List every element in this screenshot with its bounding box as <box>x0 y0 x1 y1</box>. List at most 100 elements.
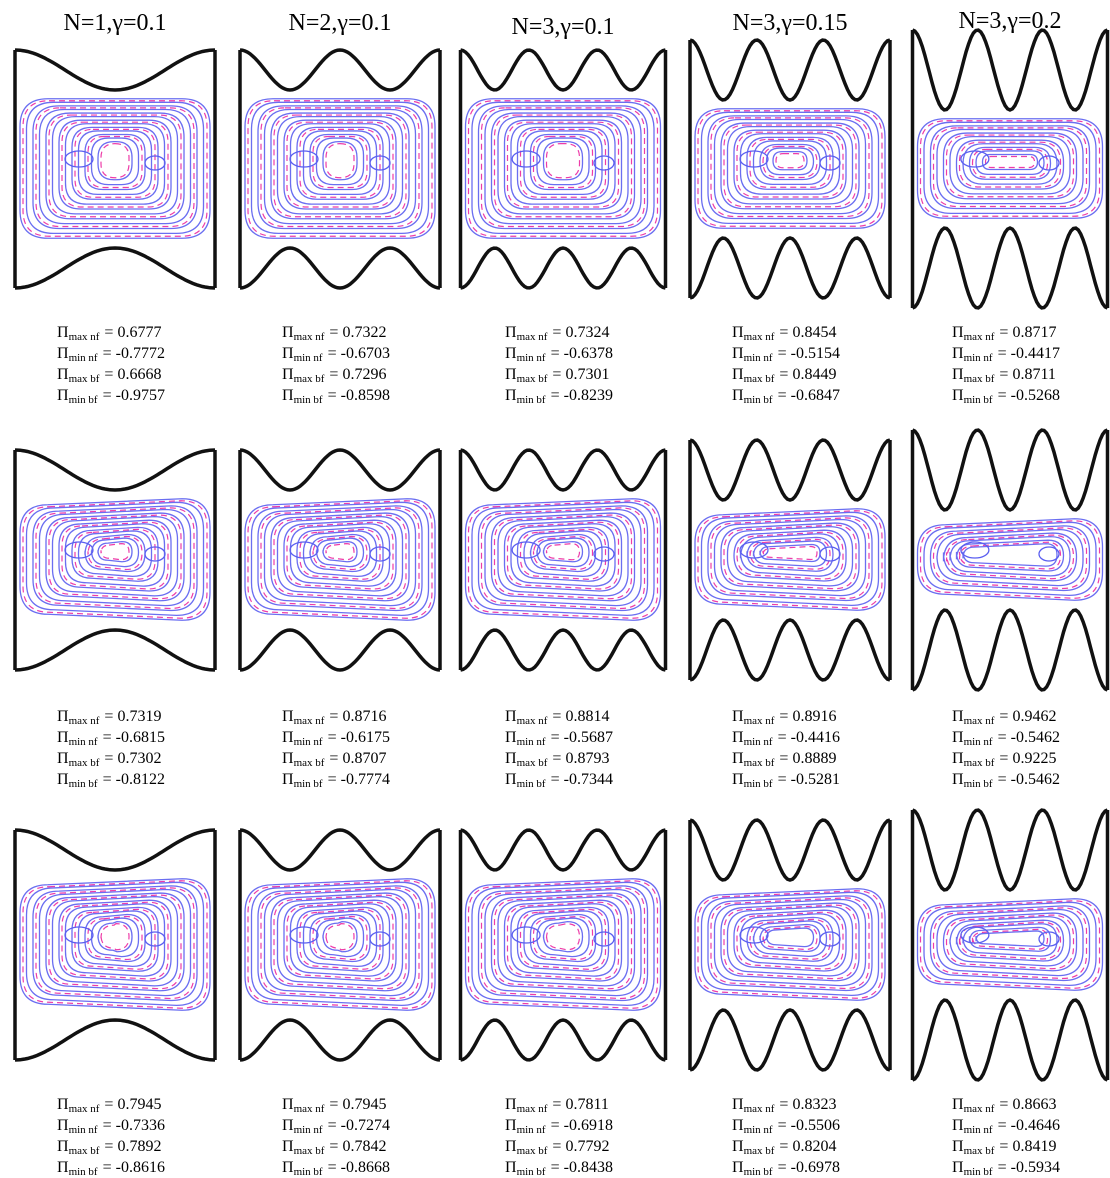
top-wall <box>461 450 666 490</box>
bottom-wall <box>690 620 890 680</box>
subscript: min bf <box>294 394 323 406</box>
cavity-panel <box>461 450 666 670</box>
symbol: Π <box>732 387 744 404</box>
stream-function-label: Πmax bf=0.7302 <box>57 750 161 769</box>
stream-function-label: Πmin bf=-0.8668 <box>282 1159 390 1178</box>
bottom-wall <box>240 248 440 288</box>
subscript: max bf <box>517 373 548 385</box>
streamline-base-fluid <box>326 924 354 950</box>
value: 0.7322 <box>342 324 386 341</box>
value: 0.9462 <box>1012 708 1056 725</box>
symbol: Π <box>282 1117 294 1134</box>
symbol: Π <box>952 750 964 767</box>
value: 0.7945 <box>117 1096 161 1113</box>
symbol: Π <box>505 366 517 383</box>
top-wall <box>461 830 666 870</box>
equals: = <box>999 324 1008 341</box>
subscript: min nf <box>964 736 993 748</box>
stream-function-label: Πmin bf=-0.5281 <box>732 771 840 790</box>
streamline <box>511 124 615 204</box>
subscript: min nf <box>294 1124 323 1136</box>
subscript: min bf <box>964 1166 993 1178</box>
vortex-core <box>512 151 540 167</box>
value: -0.4416 <box>791 729 840 746</box>
symbol: Π <box>952 1138 964 1155</box>
equals: = <box>778 1117 787 1134</box>
subscript: min nf <box>69 736 98 748</box>
value: -0.6847 <box>791 387 840 404</box>
bottom-wall <box>15 1020 215 1060</box>
symbol: Π <box>952 1096 964 1113</box>
stream-function-label: Πmax bf=0.7792 <box>505 1138 609 1157</box>
subscript: max nf <box>964 715 995 727</box>
equals: = <box>103 729 112 746</box>
streamline <box>963 544 1057 566</box>
subscript: max nf <box>517 1103 548 1115</box>
symbol: Π <box>282 750 294 767</box>
stream-function-label: Πmax nf=0.8716 <box>282 708 386 727</box>
value: 0.6777 <box>117 324 161 341</box>
stream-function-label: Πmax nf=0.7945 <box>282 1096 386 1115</box>
streamline-base-fluid <box>101 924 129 950</box>
subscript: min nf <box>517 1124 546 1136</box>
equals: = <box>104 1096 113 1113</box>
value: 0.8204 <box>792 1138 836 1155</box>
value: -0.5687 <box>564 729 613 746</box>
symbol: Π <box>282 729 294 746</box>
bottom-wall <box>240 1020 440 1060</box>
stream-function-label: Πmax nf=0.8454 <box>732 324 836 343</box>
value: 0.7842 <box>342 1138 386 1155</box>
symbol: Π <box>732 750 744 767</box>
streamline <box>537 138 589 185</box>
value: 0.9225 <box>1012 750 1056 767</box>
stream-function-label: Πmin bf=-0.8122 <box>57 771 165 790</box>
stream-function-label: Πmin nf=-0.5687 <box>505 729 613 748</box>
value: -0.5268 <box>1011 387 1060 404</box>
subscript: max bf <box>964 1145 995 1157</box>
vortex-core <box>512 927 540 943</box>
equals: = <box>103 1117 112 1134</box>
cavity-panel <box>240 450 440 670</box>
bottom-wall <box>690 1010 890 1070</box>
value: -0.7772 <box>116 345 165 362</box>
value: 0.8454 <box>792 324 836 341</box>
equals: = <box>778 345 787 362</box>
subscript: min nf <box>964 352 993 364</box>
symbol: Π <box>952 366 964 383</box>
cavity-panel <box>913 30 1108 308</box>
subscript: max bf <box>744 757 775 769</box>
stream-function-label: Πmax bf=0.6668 <box>57 366 161 385</box>
streamline <box>98 922 132 952</box>
equals: = <box>778 771 787 788</box>
stream-function-label: Πmax bf=0.8419 <box>952 1138 1056 1157</box>
subscript: max nf <box>964 1103 995 1115</box>
stream-function-label: Πmin nf=-0.7336 <box>57 1117 165 1136</box>
equals: = <box>778 729 787 746</box>
equals: = <box>328 771 337 788</box>
value: -0.5934 <box>1011 1159 1060 1176</box>
equals: = <box>103 1159 112 1176</box>
equals: = <box>551 729 560 746</box>
equals: = <box>998 1117 1007 1134</box>
stream-function-label: Πmin bf=-0.8438 <box>505 1159 613 1178</box>
subscript: min bf <box>69 394 98 406</box>
subscript: max nf <box>294 1103 325 1115</box>
stream-function-label: Πmin nf=-0.6175 <box>282 729 390 748</box>
stream-function-label: Πmin nf=-0.6378 <box>505 345 613 364</box>
subscript: max nf <box>744 331 775 343</box>
top-wall <box>461 50 666 90</box>
value: 0.7811 <box>565 1096 608 1113</box>
symbol: Π <box>732 1159 744 1176</box>
equals: = <box>328 345 337 362</box>
subscript: min nf <box>744 736 773 748</box>
streamline-base-fluid <box>547 544 580 560</box>
stream-function-label: Πmax nf=0.6777 <box>57 324 161 343</box>
value: 0.8323 <box>792 1096 836 1113</box>
subscript: max bf <box>294 373 325 385</box>
top-wall <box>690 40 890 100</box>
value: 0.7296 <box>342 366 386 383</box>
symbol: Π <box>282 1096 294 1113</box>
equals: = <box>104 324 113 341</box>
value: -0.6918 <box>564 1117 613 1134</box>
subscript: max bf <box>964 373 995 385</box>
